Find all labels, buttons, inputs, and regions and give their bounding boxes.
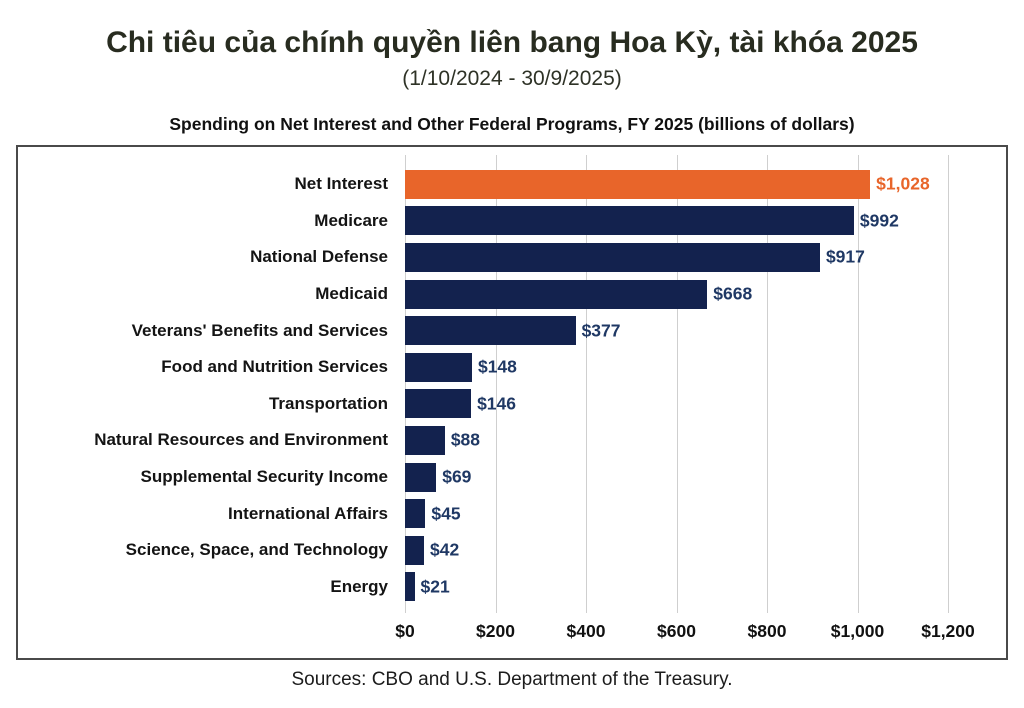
category-label: Science, Space, and Technology [125,540,388,560]
bar [405,462,437,492]
bar-track: $668 [405,279,1006,309]
gridline [676,155,678,613]
bar-track: $1,028 [405,169,1006,199]
category-label: National Defense [250,247,388,267]
x-tick-label: $1,200 [921,621,975,642]
bar-track: $21 [405,572,1006,602]
category-label: Supplemental Security Income [140,467,388,487]
bar [405,499,426,529]
bar-track: $69 [405,462,1006,492]
value-label: $917 [825,246,865,267]
page-title: Chi tiêu của chính quyền liên bang Hoa K… [106,26,918,59]
value-label: $42 [430,539,460,560]
page-subtitle: (1/10/2024 - 30/9/2025) [402,67,622,90]
bar-row: Transportation $146 [18,386,1006,423]
bar [405,352,472,382]
value-label: $69 [442,466,472,487]
x-tick-label: $400 [566,621,606,642]
bar-track: $148 [405,352,1006,382]
category-label: Medicare [314,210,388,230]
bar [405,169,871,199]
gridline [948,155,949,613]
bar-row: Energy $21 [18,569,1006,606]
category-label: Natural Resources and Environment [94,430,388,450]
category-label: Veterans' Benefits and Services [131,320,388,340]
chart-frame: Net Interest $1,028 Medicare $992 National D… [16,145,1008,660]
source-note: Sources: CBO and U.S. Department of the … [291,669,733,690]
x-axis: $0 $200 $400 $600 $800 $1,000 $1,200 [395,605,1006,647]
gridline [495,155,497,613]
bar-track: $45 [405,499,1006,529]
bar [405,572,415,602]
x-tick-label: $0 [395,621,415,642]
bar-row: International Affairs $45 [18,495,1006,532]
value-label: $45 [431,503,461,524]
bar [405,279,708,309]
bar-row: Science, Space, and Technology $42 [18,532,1006,569]
bar-row: Food and Nutrition Services $148 [18,349,1006,386]
bar-row: Net Interest $1,028 [18,166,1006,203]
x-tick-label: $800 [747,621,787,642]
bar-row: Veterans' Benefits and Services $377 [18,312,1006,349]
value-label: $1,028 [876,173,930,194]
category-label: International Affairs [228,503,388,523]
category-label: Energy [330,576,388,596]
bar [405,206,854,236]
bar [405,316,576,346]
bar [405,242,820,272]
gridline [767,155,768,613]
bar-track: $917 [405,242,1006,272]
value-label: $21 [420,576,450,597]
bar-row: Medicare $992 [18,203,1006,240]
value-label: $146 [477,393,516,414]
gridlines [405,155,950,613]
x-tick-label: $1,000 [830,621,885,642]
value-label: $377 [581,320,621,341]
gridline [586,155,587,613]
x-tick-label: $600 [657,621,696,642]
x-tick-label: $200 [476,621,515,642]
value-label: $668 [713,283,753,304]
value-label: $88 [450,429,481,450]
bar [405,535,424,565]
bar [405,389,472,419]
bar-track: $88 [405,425,1006,455]
bar-row: Natural Resources and Environment $88 [18,422,1006,459]
bar-row: Supplemental Security Income $69 [18,459,1006,496]
bar-rows: Net Interest $1,028 Medicare $992 National D… [18,147,1006,605]
value-label: $148 [477,356,517,377]
bar-row: National Defense $917 [18,239,1006,276]
category-label: Food and Nutrition Services [161,357,388,377]
bar-track: $992 [405,206,1006,236]
bar-track: $146 [405,389,1006,419]
value-label: $992 [859,210,899,231]
bar-track: $42 [405,535,1006,565]
category-label: Transportation [268,393,388,413]
chart-title: Spending on Net Interest and Other Feder… [169,114,855,134]
category-label: Medicaid [315,284,388,304]
bar-row: Medicaid $668 [18,276,1006,313]
gridline [405,155,406,613]
category-label: Net Interest [294,174,388,194]
bar [405,425,445,455]
gridline [857,155,859,613]
bar-track: $377 [405,316,1006,346]
